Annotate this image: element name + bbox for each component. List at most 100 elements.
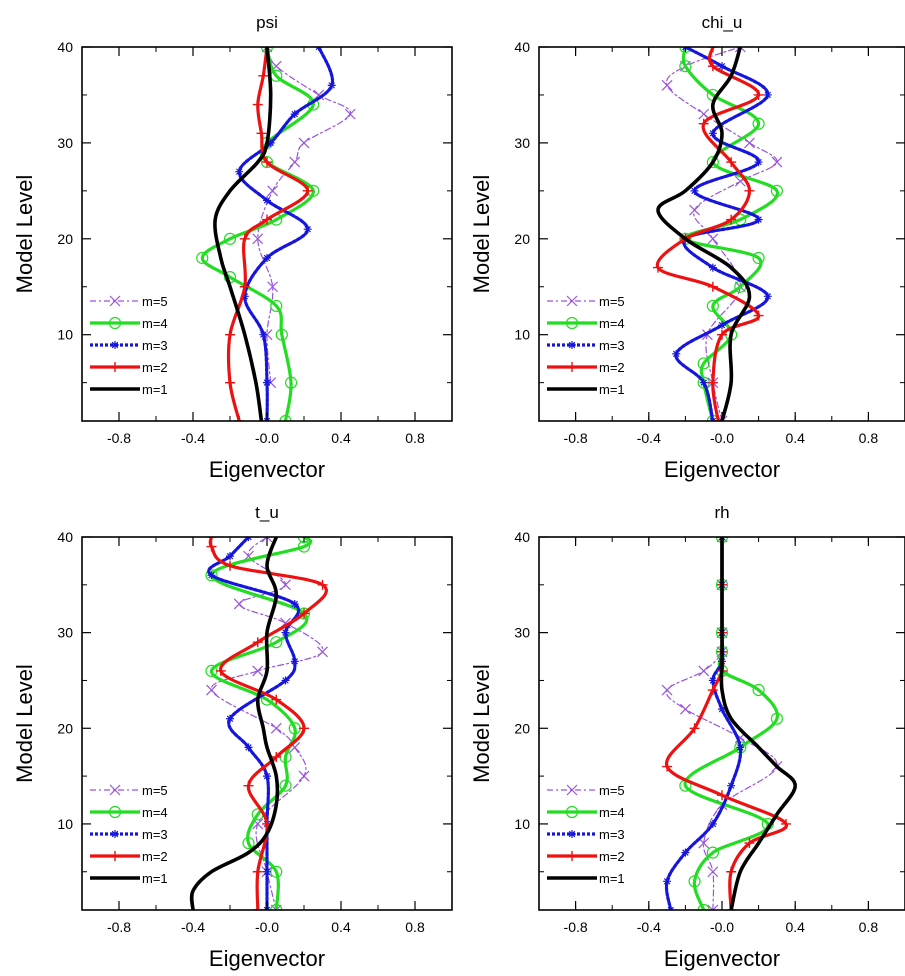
data-point <box>226 714 234 723</box>
data-point <box>252 99 263 110</box>
data-point <box>270 903 283 910</box>
data-point <box>261 537 273 543</box>
series-m-5 <box>252 47 356 389</box>
legend-marker <box>110 851 120 861</box>
data-point <box>744 838 755 849</box>
data-point <box>281 628 290 637</box>
data-point <box>744 185 755 196</box>
data-point <box>717 329 727 340</box>
data-point <box>262 157 272 168</box>
data-point <box>290 657 299 666</box>
series-line <box>674 47 770 421</box>
legend-marker <box>565 316 579 330</box>
legend-item: m=3 <box>90 827 168 842</box>
data-point <box>235 167 244 176</box>
data-point <box>718 321 726 330</box>
x-tick-label: 0.8 <box>405 430 425 446</box>
data-point <box>258 70 269 81</box>
legend-marker <box>567 851 577 861</box>
data-point <box>275 328 288 341</box>
y-tick-label: 20 <box>57 720 73 736</box>
data-point <box>244 743 253 752</box>
series-line <box>656 47 752 421</box>
legend-label: m=4 <box>599 805 625 820</box>
x-tick-label: 0.8 <box>859 430 879 446</box>
data-point <box>252 866 263 877</box>
data-point <box>726 157 737 168</box>
y-tick-label: 20 <box>514 231 530 247</box>
data-point <box>663 877 672 886</box>
legend-marker <box>565 805 579 819</box>
legend-item: m=4 <box>547 316 625 331</box>
legend-marker <box>108 316 122 330</box>
data-point <box>707 61 718 72</box>
data-point <box>317 579 328 590</box>
legend-marker <box>111 341 119 349</box>
data-point <box>206 684 217 696</box>
y-tick-label: 40 <box>57 39 73 55</box>
data-point <box>717 790 727 801</box>
data-point <box>718 62 726 71</box>
y-tick-label: 10 <box>514 327 530 343</box>
legend-item: m=5 <box>547 783 625 798</box>
legend-label: m=2 <box>599 360 625 375</box>
series-m-1 <box>189 537 280 910</box>
legend-marker <box>567 362 577 372</box>
data-point <box>662 761 673 772</box>
x-tick-label: -0.8 <box>564 919 588 935</box>
data-point <box>242 836 255 850</box>
legend: m=5 m=4 m=3 m=2 m=1 <box>90 294 168 397</box>
data-point <box>652 262 663 273</box>
data-point <box>225 560 235 571</box>
data-point <box>259 330 268 339</box>
series-m-1 <box>719 537 797 910</box>
data-point <box>688 875 701 888</box>
data-point <box>263 253 271 262</box>
data-point <box>267 185 278 197</box>
y-tick-label: 30 <box>57 625 73 641</box>
series-group <box>661 537 797 910</box>
data-point <box>267 281 278 293</box>
data-point <box>240 292 249 301</box>
series-line <box>664 537 743 910</box>
legend-item: m=3 <box>90 338 168 353</box>
data-point <box>708 676 717 685</box>
data-point <box>263 772 271 781</box>
data-point <box>706 299 719 313</box>
legend-marker <box>566 295 578 307</box>
data-point <box>716 537 728 543</box>
legend-label: m=5 <box>142 294 168 309</box>
legend-marker <box>110 362 120 372</box>
data-point <box>206 541 217 552</box>
legend: m=5 m=4 m=3 m=2 m=1 <box>547 783 625 886</box>
data-point <box>753 89 764 100</box>
data-point <box>781 818 792 829</box>
data-point <box>299 723 309 734</box>
data-point <box>726 866 737 877</box>
data-point <box>252 665 264 677</box>
data-point <box>290 110 299 119</box>
data-point <box>196 251 209 265</box>
data-point <box>689 204 700 216</box>
series-line <box>208 537 328 910</box>
data-point <box>706 846 719 859</box>
data-point <box>734 47 746 53</box>
series-m-1 <box>213 47 273 421</box>
data-point <box>239 281 250 292</box>
data-point <box>281 676 290 685</box>
legend-marker <box>568 830 576 838</box>
x-tick-label: 0.8 <box>859 919 879 935</box>
legend-label: m=3 <box>599 338 625 353</box>
data-point <box>215 665 226 676</box>
data-point <box>223 232 237 245</box>
series-group <box>652 47 784 421</box>
legend-label: m=5 <box>599 783 625 798</box>
data-point <box>763 292 772 301</box>
data-point <box>263 867 271 876</box>
legend-marker <box>568 341 576 349</box>
x-tick-label: -0.4 <box>181 430 205 446</box>
legend-item: m=2 <box>547 360 625 375</box>
data-point <box>260 155 274 169</box>
data-point <box>736 743 745 752</box>
legend-item: m=2 <box>547 849 625 864</box>
